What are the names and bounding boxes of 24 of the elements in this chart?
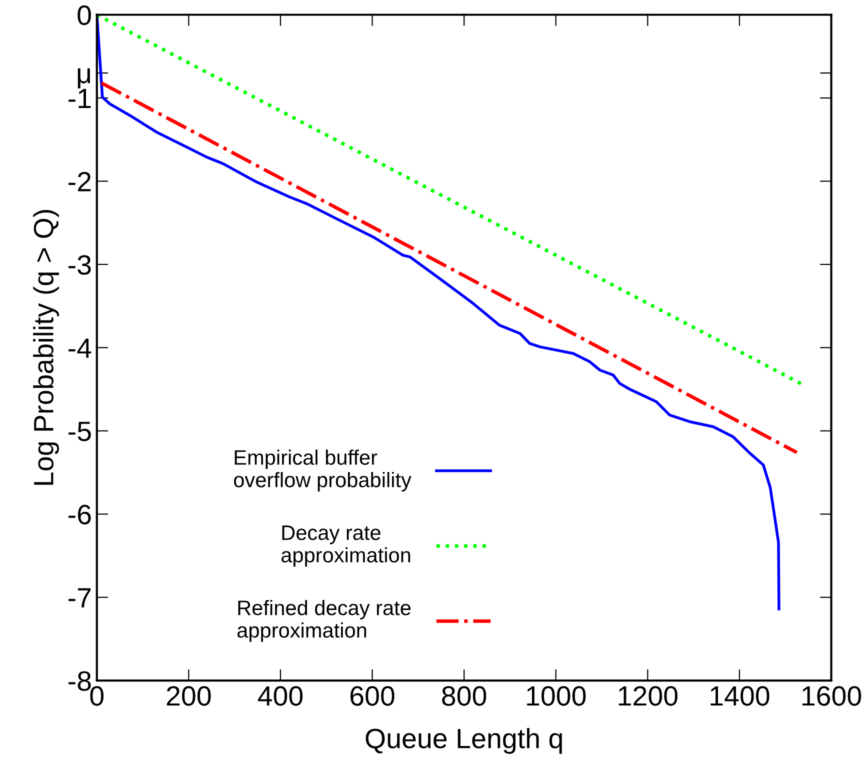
- x-axis-title: Queue Length q: [366, 728, 562, 754]
- legend-label: Empirical buffer overflow probability: [234, 450, 412, 492]
- x-tick-label: 1200: [618, 686, 678, 706]
- y-tick-label: -8: [68, 671, 91, 691]
- x-tick-label: 400: [258, 686, 303, 706]
- x-tick-label: 0: [90, 686, 104, 706]
- y-tick-label: -7: [68, 588, 91, 608]
- legend-label: Refined decay rate approximation: [237, 600, 411, 642]
- y-axis-title: Log Probability (q > Q): [33, 210, 59, 485]
- x-tick-label: 600: [350, 686, 394, 706]
- y-tick-label: -4: [68, 338, 92, 358]
- y-tick-label: -5: [68, 422, 91, 442]
- y-tick-label: -1: [68, 88, 91, 108]
- x-tick-label: 1600: [802, 686, 862, 706]
- y-tick-label: μ: [78, 68, 90, 88]
- x-tick-label: 200: [166, 686, 211, 706]
- legend-label: Decay rate approximation: [281, 526, 410, 567]
- y-tick-label: -3: [68, 255, 91, 275]
- x-tick-label: 1400: [710, 686, 770, 706]
- x-tick-label: 1000: [527, 686, 586, 706]
- y-tick-label: -2: [68, 172, 91, 192]
- y-tick-label: -6: [68, 504, 91, 524]
- x-tick-label: 800: [442, 686, 486, 706]
- y-tick-label: 0: [78, 5, 91, 26]
